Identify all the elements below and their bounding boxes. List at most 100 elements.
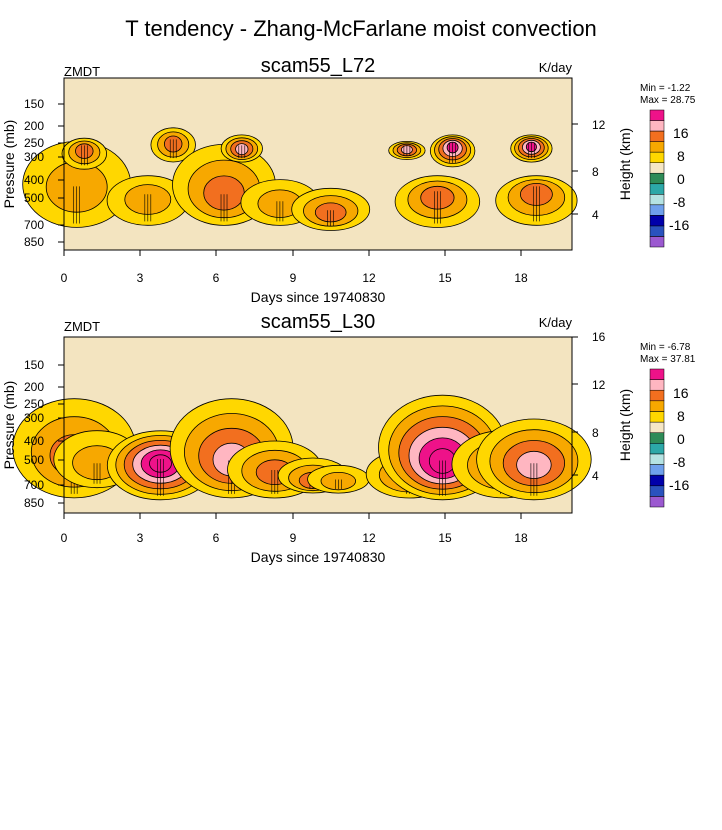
panel-1-y2tick: 8 <box>592 165 599 179</box>
panel-1-colorbar <box>649 109 665 248</box>
panel-1-y2tick: 12 <box>592 118 606 132</box>
panel-2-variable: ZMDT <box>64 319 100 334</box>
panel-2-ytick: 200 <box>24 380 44 394</box>
panel-1-frame <box>63 77 573 251</box>
panel-1-yticks: 150 200 250 300 400 500 700 850 <box>24 97 64 249</box>
panel-2-min-label: Min = -6.78 <box>640 342 691 353</box>
panel-1-title: scam55_L72 <box>261 55 376 77</box>
colorbar-swatch <box>649 443 665 455</box>
colorbar-swatch <box>649 204 665 216</box>
panel-2-xtick: 9 <box>290 531 297 545</box>
panel-2-colorbar <box>649 368 665 508</box>
panel-1-y2label: Height (km) <box>617 128 633 200</box>
panel-2-xtick: 0 <box>61 531 68 545</box>
panel-1-xtick: 15 <box>438 271 452 285</box>
panel-1-colorbar-label: 16 <box>673 125 689 141</box>
colorbar-swatch <box>649 368 665 380</box>
colorbar-swatch <box>649 225 665 237</box>
panel-2-colorbar-label: 16 <box>673 385 689 401</box>
panel-1-ytick: 200 <box>24 119 44 133</box>
colorbar-swatch <box>649 421 665 433</box>
panel-2-colorbar-label: 0 <box>677 431 685 447</box>
colorbar-swatch <box>649 215 665 227</box>
panel-2-ytick: 250 <box>24 397 44 411</box>
panel-2: scam55_L30 ZMDT K/day 0 3 6 9 12 15 18 D… <box>1 311 696 565</box>
panel-2-frame <box>63 336 573 514</box>
panel-2-xlabel: Days since 19740830 <box>251 549 386 565</box>
colorbar-swatch <box>649 379 665 391</box>
panel-2-colorbar-label: -8 <box>673 454 686 470</box>
panel-1-variable: ZMDT <box>64 64 100 79</box>
colorbar-swatch <box>649 389 665 402</box>
panel-1-y2ticks: 12 8 4 <box>572 118 606 222</box>
colorbar-swatch <box>649 453 665 465</box>
colorbar-swatch <box>649 464 665 476</box>
panel-1-xtick: 0 <box>61 271 68 285</box>
panel-1-max-label: Max = 28.75 <box>640 95 696 106</box>
panel-1-colorbar-label: -8 <box>673 194 686 210</box>
panel-2-xticks: 0 3 6 9 12 15 18 <box>61 513 528 545</box>
panel-2-y2label: Height (km) <box>617 389 633 461</box>
panel-2-colorbar-label: -16 <box>669 477 689 493</box>
colorbar-swatch <box>649 432 665 444</box>
colorbar-swatch <box>649 474 665 487</box>
colorbar-swatch <box>649 194 665 206</box>
panel-2-ytick: 500 <box>24 453 44 467</box>
panel-1-ytick: 850 <box>24 235 44 249</box>
colorbar-swatch <box>649 141 665 153</box>
panel-1-contours <box>22 127 578 231</box>
panel-2-xtick: 3 <box>137 531 144 545</box>
panel-1-colorbar-labels: 16 8 0 -8 -16 <box>669 125 689 233</box>
colorbar-swatch <box>649 236 665 248</box>
panel-2-contours <box>12 394 592 501</box>
panel-2-xtick: 18 <box>514 531 528 545</box>
panel-1: scam55_L72 ZMDT K/day 0 3 6 9 12 15 18 D… <box>1 55 696 305</box>
panel-1-xtick: 12 <box>362 271 376 285</box>
colorbar-swatch <box>649 130 665 142</box>
colorbar-swatch <box>649 120 665 132</box>
panel-1-xtick: 18 <box>514 271 528 285</box>
colorbar-swatch <box>649 183 665 195</box>
colorbar-swatch <box>649 162 665 174</box>
panel-2-title: scam55_L30 <box>261 311 376 333</box>
panel-1-ytick: 300 <box>24 150 44 164</box>
panel-1-colorbar-label: -16 <box>669 217 689 233</box>
colorbar-swatch <box>649 411 665 423</box>
panel-1-colorbar-label: 8 <box>677 148 685 164</box>
panel-1-units: K/day <box>539 60 573 75</box>
panel-2-xtick: 12 <box>362 531 376 545</box>
panel-2-y2tick: 12 <box>592 378 606 392</box>
panel-2-xtick: 6 <box>213 531 220 545</box>
panel-2-ytick: 850 <box>24 496 44 510</box>
colorbar-swatch <box>649 151 665 163</box>
panel-2-max-label: Max = 37.81 <box>640 354 696 365</box>
panel-2-units: K/day <box>539 315 573 330</box>
panel-1-xtick: 9 <box>290 271 297 285</box>
panel-1-xticks: 0 3 6 9 12 15 18 <box>61 250 528 285</box>
colorbar-swatch <box>649 109 665 121</box>
panel-1-colorbar-label: 0 <box>677 171 685 187</box>
panel-2-y2tick: 16 <box>592 330 606 344</box>
panel-2-y2tick: 4 <box>592 469 599 483</box>
panel-2-ytick: 150 <box>24 358 44 372</box>
panel-1-xlabel: Days since 19740830 <box>251 289 386 305</box>
panel-1-ylabel: Pressure (mb) <box>1 120 17 209</box>
panel-1-ytick: 250 <box>24 136 44 150</box>
panel-2-colorbar-label: 8 <box>677 408 685 424</box>
colorbar-swatch <box>649 496 665 508</box>
panel-2-y2tick: 8 <box>592 426 599 440</box>
panel-1-min-label: Min = -1.22 <box>640 83 691 94</box>
panel-1-ytick: 500 <box>24 191 44 205</box>
panel-2-ytick: 700 <box>24 478 44 492</box>
panel-1-xtick: 3 <box>137 271 144 285</box>
panel-2-xtick: 15 <box>438 531 452 545</box>
panel-2-ylabel: Pressure (mb) <box>1 381 17 470</box>
panel-1-y2tick: 4 <box>592 208 599 222</box>
panel-2-ytick: 300 <box>24 411 44 425</box>
panel-1-ytick: 150 <box>24 97 44 111</box>
panel-1-ytick: 400 <box>24 173 44 187</box>
colorbar-swatch <box>649 400 665 412</box>
panel-2-y2ticks: 16 12 8 4 <box>572 330 606 483</box>
colorbar-swatch <box>649 172 665 184</box>
